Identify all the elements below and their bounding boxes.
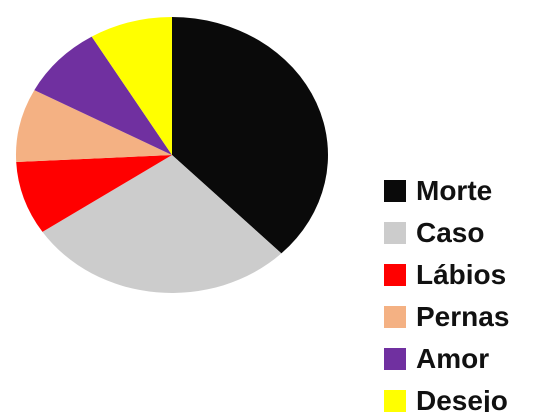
legend-item-labios: Lábios: [384, 254, 533, 296]
legend-item-caso: Caso: [384, 212, 533, 254]
legend-label: Pernas: [416, 301, 510, 332]
pie-slice-desejo: [91, 17, 172, 155]
legend: Morte Caso Lábios Pernas Amor Desejo: [384, 170, 533, 412]
legend-label: Amor: [416, 343, 490, 374]
pie-slice-pernas: [16, 90, 173, 162]
legend-swatch: [384, 348, 406, 370]
legend-item-pernas: Pernas: [384, 296, 533, 338]
legend-swatch: [384, 264, 406, 286]
legend-item-amor: Amor: [384, 338, 533, 380]
pie-slice-morte: [172, 17, 329, 254]
legend-swatch: [384, 306, 406, 328]
legend-label: Desejo: [416, 385, 508, 412]
legend-swatch: [384, 390, 406, 412]
pie-slice-caso: [42, 155, 282, 294]
pie-slice-amor: [34, 36, 173, 155]
legend-label: Lábios: [416, 259, 507, 290]
legend-swatch: [384, 222, 406, 244]
legend-swatch: [384, 180, 406, 202]
pie-slices: [16, 17, 329, 294]
legend-label: Caso: [416, 217, 485, 248]
legend-item-morte: Morte: [384, 170, 533, 212]
pie-slice-labios: [16, 155, 172, 232]
legend-label: Morte: [416, 175, 493, 206]
legend-item-desejo: Desejo: [384, 380, 533, 412]
